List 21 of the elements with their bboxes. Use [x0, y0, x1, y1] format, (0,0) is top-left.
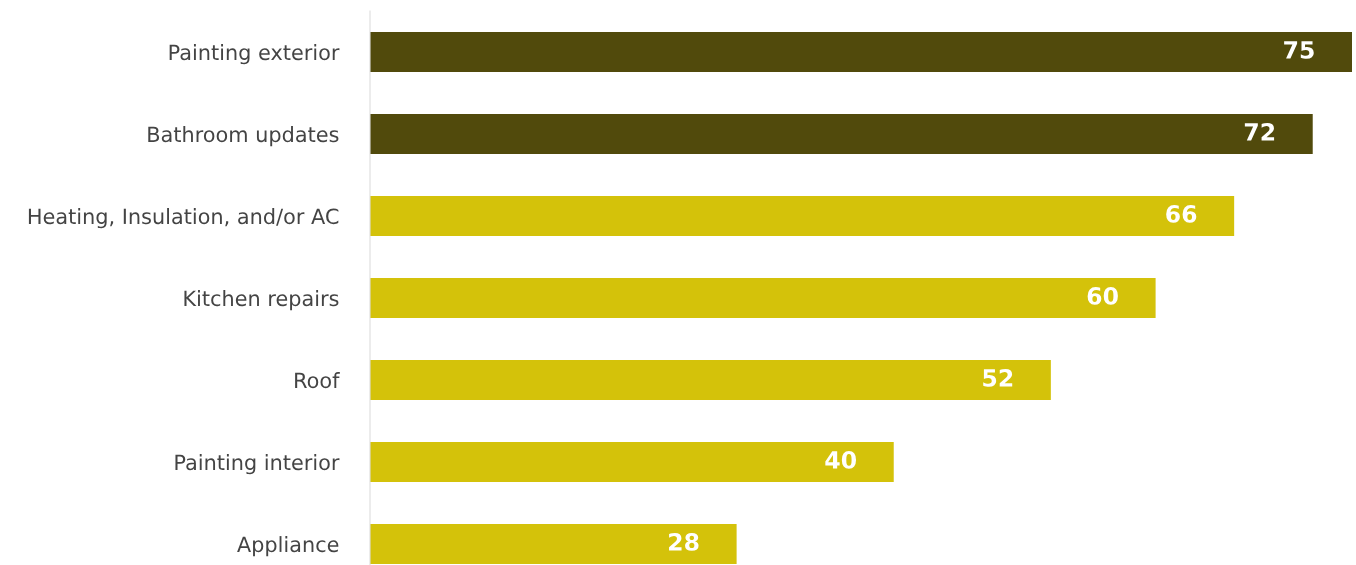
y-tick-label: Painting interior — [175, 454, 340, 475]
y-tick-label: Kitchen repairs — [184, 290, 339, 311]
y-tick-label: Bathroom updates — [148, 126, 339, 147]
bar — [370, 523, 737, 565]
bar — [370, 31, 1352, 73]
y-tick-label: Heating, Insulation, and/or AC — [28, 208, 339, 229]
bar — [370, 359, 1051, 401]
bar — [370, 441, 894, 483]
y-tick-label: Painting exterior — [169, 44, 340, 65]
bar — [370, 195, 1235, 237]
data-label: 75 — [1284, 41, 1314, 59]
y-tick-label: Appliance — [237, 536, 339, 557]
bar — [370, 277, 1156, 319]
y-tick-label: Roof — [295, 372, 340, 389]
data-label: 60 — [1087, 286, 1118, 305]
data-label: 28 — [669, 532, 699, 551]
bar — [370, 113, 1313, 155]
data-label: 72 — [1244, 122, 1275, 141]
data-label: 66 — [1166, 205, 1197, 223]
data-label: 52 — [983, 368, 1013, 387]
data-label: 40 — [825, 450, 857, 469]
